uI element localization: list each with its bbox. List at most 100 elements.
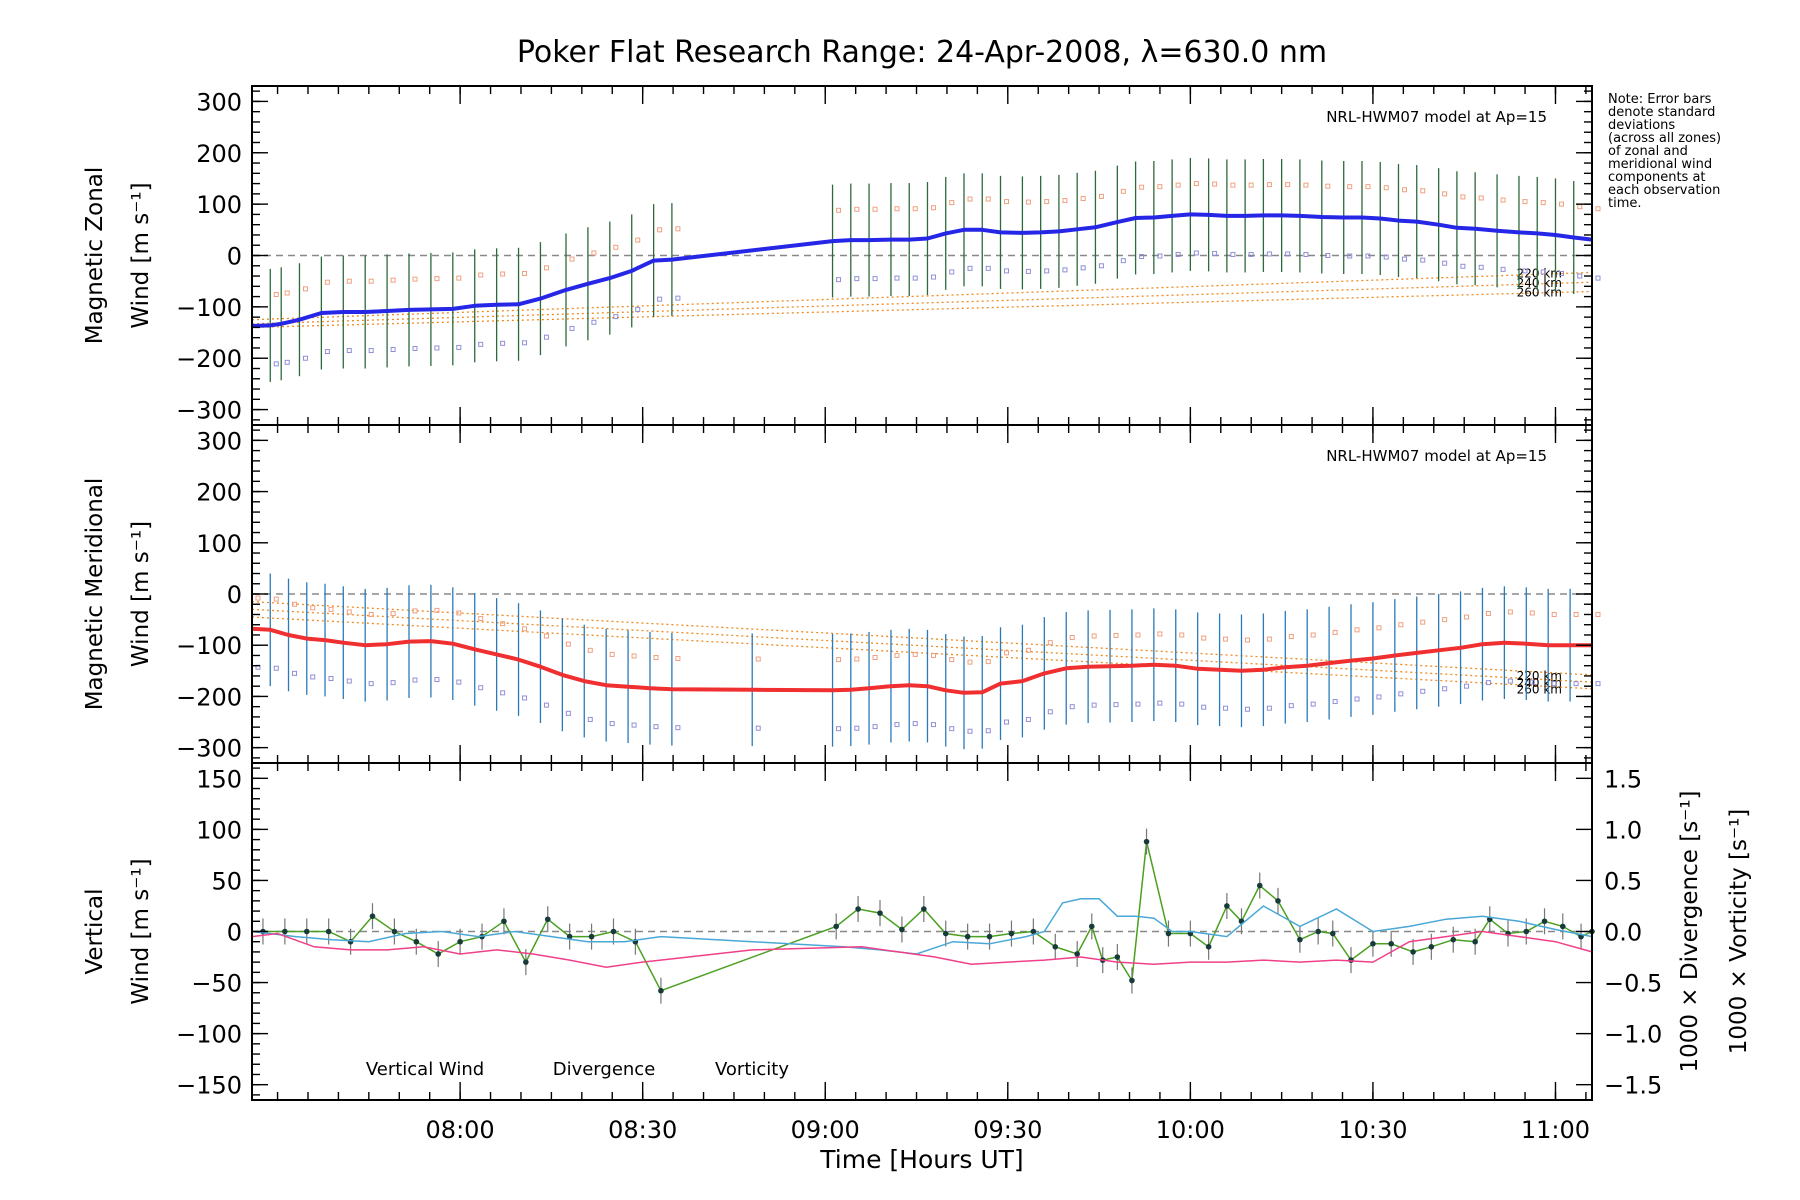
vertical-data-point	[964, 933, 971, 940]
vertical-data-point	[942, 930, 949, 937]
meridional-zone-marker	[836, 726, 842, 732]
zonal-zone-marker	[1080, 265, 1086, 271]
meridional-zone-marker	[1485, 680, 1491, 686]
zonal-model-marker	[543, 265, 549, 271]
meridional-model-marker	[930, 652, 936, 658]
zonal-model-marker	[273, 292, 279, 298]
zonal-model-marker	[657, 227, 663, 233]
zonal-model-marker	[854, 206, 860, 212]
meridional-zone-marker	[412, 677, 418, 683]
meridional-zone-marker	[273, 665, 279, 671]
note-line: time.	[1608, 196, 1642, 211]
zonal-zone-marker	[500, 340, 506, 346]
zonal-zone-marker	[273, 361, 279, 367]
vertical-data-point	[282, 928, 288, 935]
meridional-zone-marker	[1004, 719, 1010, 725]
meridional-series-line	[251, 626, 1592, 695]
meridional-y-tick-label: 0	[227, 581, 242, 609]
meridional-model-marker	[255, 595, 261, 601]
vertical-data-point	[1224, 903, 1230, 909]
vertical-y2-tick-label: 0.5	[1604, 867, 1642, 895]
zonal-zone-marker	[930, 274, 936, 280]
meridional-model-marker	[346, 609, 352, 615]
meridional-zone-marker	[1113, 702, 1119, 708]
zonal-y-axis-label: Wind [m s⁻¹]	[128, 182, 154, 328]
zonal-y-tick-label: 0	[227, 243, 242, 271]
meridional-zone-marker	[653, 724, 659, 730]
meridional-model-marker	[1485, 610, 1491, 616]
meridional-zone-marker	[1354, 696, 1360, 702]
x-tick-label: 10:00	[1156, 1116, 1225, 1144]
note-line: deviations	[1608, 118, 1675, 133]
meridional-model-marker	[1310, 632, 1316, 638]
meridional-model-marker	[836, 657, 842, 663]
meridional-model-marker	[1354, 627, 1360, 633]
zonal-model-marker	[1420, 188, 1426, 194]
zonal-zone-marker	[434, 345, 440, 351]
zonal-zone-marker	[1004, 268, 1010, 274]
meridional-model-marker	[1420, 619, 1426, 625]
meridional-model-marker	[967, 659, 973, 665]
meridional-zone-marker	[755, 725, 761, 731]
vertical-data-point	[1256, 882, 1263, 889]
zonal-model-marker	[635, 237, 641, 243]
vertical-data-point	[544, 916, 551, 923]
zonal-model-marker	[1460, 194, 1466, 200]
zonal-zone-marker	[872, 276, 878, 282]
vertical-data-point	[1088, 923, 1095, 930]
meridional-model-marker	[1157, 631, 1163, 637]
vertical-data-point	[501, 918, 507, 925]
zonal-zone-marker	[1347, 253, 1353, 259]
meridional-model-marker	[1223, 636, 1229, 642]
vertical-data-point	[1410, 949, 1416, 955]
zonal-y-tick-label: −100	[176, 294, 242, 322]
meridional-zone-marker	[1179, 701, 1185, 707]
meridional-model-marker	[985, 659, 991, 665]
zonal-model-marker	[872, 206, 878, 212]
zonal-model-marker	[284, 290, 290, 296]
meridional-zone-marker	[1069, 704, 1075, 710]
zonal-model-line	[251, 290, 1593, 329]
zonal-model-marker	[1365, 184, 1371, 190]
zonal-zone-marker	[1285, 251, 1291, 257]
zonal-zone-marker	[1230, 251, 1236, 257]
meridional-model-marker	[1442, 617, 1448, 623]
note-line: of zonal and	[1608, 144, 1688, 159]
vertical-data-point	[566, 933, 573, 940]
zonal-model-marker	[478, 272, 484, 278]
vertical-data-point	[435, 951, 442, 957]
vertical-data-point	[986, 933, 993, 940]
meridional-model-marker	[949, 657, 955, 663]
meridional-zone-marker	[854, 725, 860, 731]
meridional-zone-marker	[346, 678, 352, 684]
vertical-data-point	[1315, 928, 1321, 935]
reference-lines	[252, 254, 1592, 933]
meridional-y-axis-label: Magnetic Meridional	[82, 478, 108, 711]
meridional-model-marker	[872, 655, 878, 661]
meridional-zone-marker	[368, 681, 374, 687]
note-line: (across all zones)	[1608, 131, 1721, 146]
zonal-zone-marker	[1212, 250, 1218, 256]
zonal-model-marker	[456, 275, 462, 281]
vertical-legend-item: Vertical Wind	[366, 1059, 484, 1080]
meridional-model-marker	[1201, 635, 1207, 641]
meridional-zone-marker	[1420, 688, 1426, 694]
meridional-zone-marker	[967, 728, 973, 734]
zonal-zone-marker	[1266, 251, 1272, 257]
meridional-zone-marker	[565, 710, 571, 716]
zonal-series-line	[251, 212, 1593, 328]
zonal-y-tick-label: −300	[176, 397, 242, 425]
vertical-data-point	[1275, 898, 1281, 904]
zonal-model-marker	[1062, 198, 1068, 204]
meridional-zone-marker	[1288, 703, 1294, 709]
zonal-zone-marker	[985, 265, 991, 271]
zonal-y-tick-label: 300	[196, 88, 242, 116]
labels-layer: −300 −200 −100 0 100 200 300 Magnetic Zonal Wind…	[82, 88, 1752, 1174]
vertical-data-point	[303, 928, 310, 935]
zonal-model-marker	[390, 277, 396, 283]
meridional-zone-marker	[949, 726, 955, 732]
meridional-zone-marker	[1091, 702, 1097, 708]
meridional-zone-marker	[1573, 681, 1579, 687]
zonal-model-line-label: 260 km	[1517, 285, 1562, 299]
